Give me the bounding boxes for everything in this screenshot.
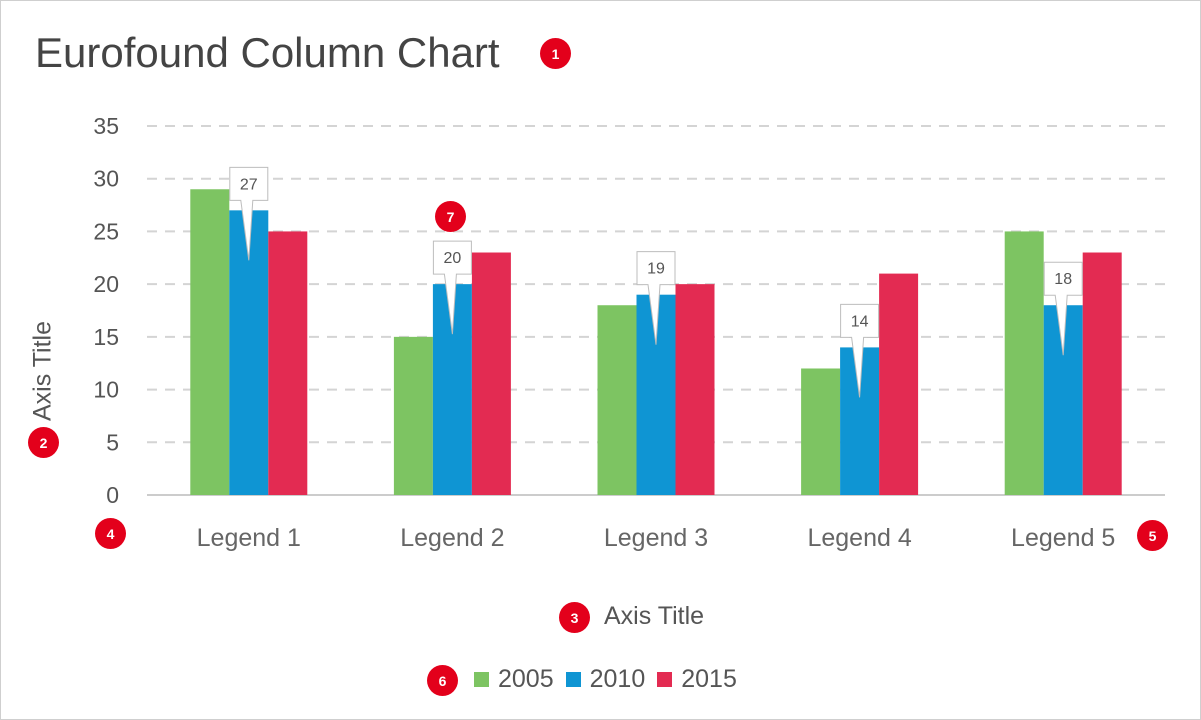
chart-title: Eurofound Column Chart (35, 29, 500, 76)
y-tick-label-0: 0 (106, 482, 119, 508)
annotation-badge-5: 5 (1137, 520, 1168, 551)
annotation-badge-7: 7 (435, 201, 466, 232)
x-tick-label-2: Legend 2 (400, 524, 504, 552)
y-tick-label-30: 30 (93, 166, 119, 192)
legend-item-2010: 2010 (565, 665, 646, 694)
legend-item-2015: 2015 (657, 665, 737, 694)
x-axis-title: Axis Title (604, 602, 705, 630)
legend-label-2015: 2015 (681, 665, 737, 693)
y-tick-label-15: 15 (93, 324, 119, 350)
data-label-2: 20 (444, 250, 462, 267)
bar-2005-2 (393, 336, 433, 495)
annotation-badge-1: 1 (540, 38, 571, 69)
data-label-callout-5 (1043, 261, 1083, 356)
data-label-3: 19 (647, 261, 665, 278)
legend-swatch-2015 (657, 672, 673, 687)
bar-2005-5 (1004, 231, 1044, 495)
chart-legend: 2005 2010 2015 (474, 665, 749, 694)
data-label-4: 14 (851, 313, 869, 330)
bar-2015-5 (1082, 252, 1122, 495)
annotation-badge-3: 3 (559, 602, 590, 633)
y-axis-title: Axis Title (28, 320, 57, 422)
x-tick-label-1: Legend 1 (197, 524, 301, 552)
bar-2015-4 (879, 273, 919, 495)
bar-2005-3 (597, 305, 637, 495)
x-tick-label-4: Legend 4 (807, 524, 911, 552)
data-label-callout-2 (432, 240, 472, 335)
x-tick-label-5: Legend 5 (1011, 524, 1115, 552)
y-tick-label-25: 25 (93, 218, 119, 244)
data-label-callout-3 (636, 251, 676, 345)
legend-item-2005: 2005 (474, 665, 554, 694)
bar-2015-3 (675, 284, 715, 495)
annotation-badge-2: 2 (28, 427, 59, 458)
data-label-callout-1 (229, 166, 269, 261)
annotation-badge-4: 4 (95, 518, 126, 549)
bar-2015-1 (268, 231, 308, 495)
data-label-5: 18 (1054, 271, 1072, 288)
y-tick-label-20: 20 (93, 271, 119, 297)
bar-2005-1 (190, 189, 230, 495)
legend-label-2005: 2005 (498, 665, 554, 693)
legend-label-2010: 2010 (589, 665, 646, 693)
data-label-1: 27 (240, 176, 258, 193)
legend-swatch-2010 (565, 672, 581, 687)
legend-swatch-2005 (474, 672, 489, 687)
y-tick-label-35: 35 (93, 113, 119, 139)
annotation-badge-6: 6 (427, 665, 458, 696)
data-label-callout-4 (840, 303, 880, 398)
bar-2005-4 (801, 368, 841, 495)
x-tick-label-3: Legend 3 (604, 524, 708, 552)
y-tick-label-10: 10 (93, 377, 119, 403)
y-tick-label-5: 5 (106, 429, 119, 455)
bar-2015-2 (471, 252, 511, 495)
